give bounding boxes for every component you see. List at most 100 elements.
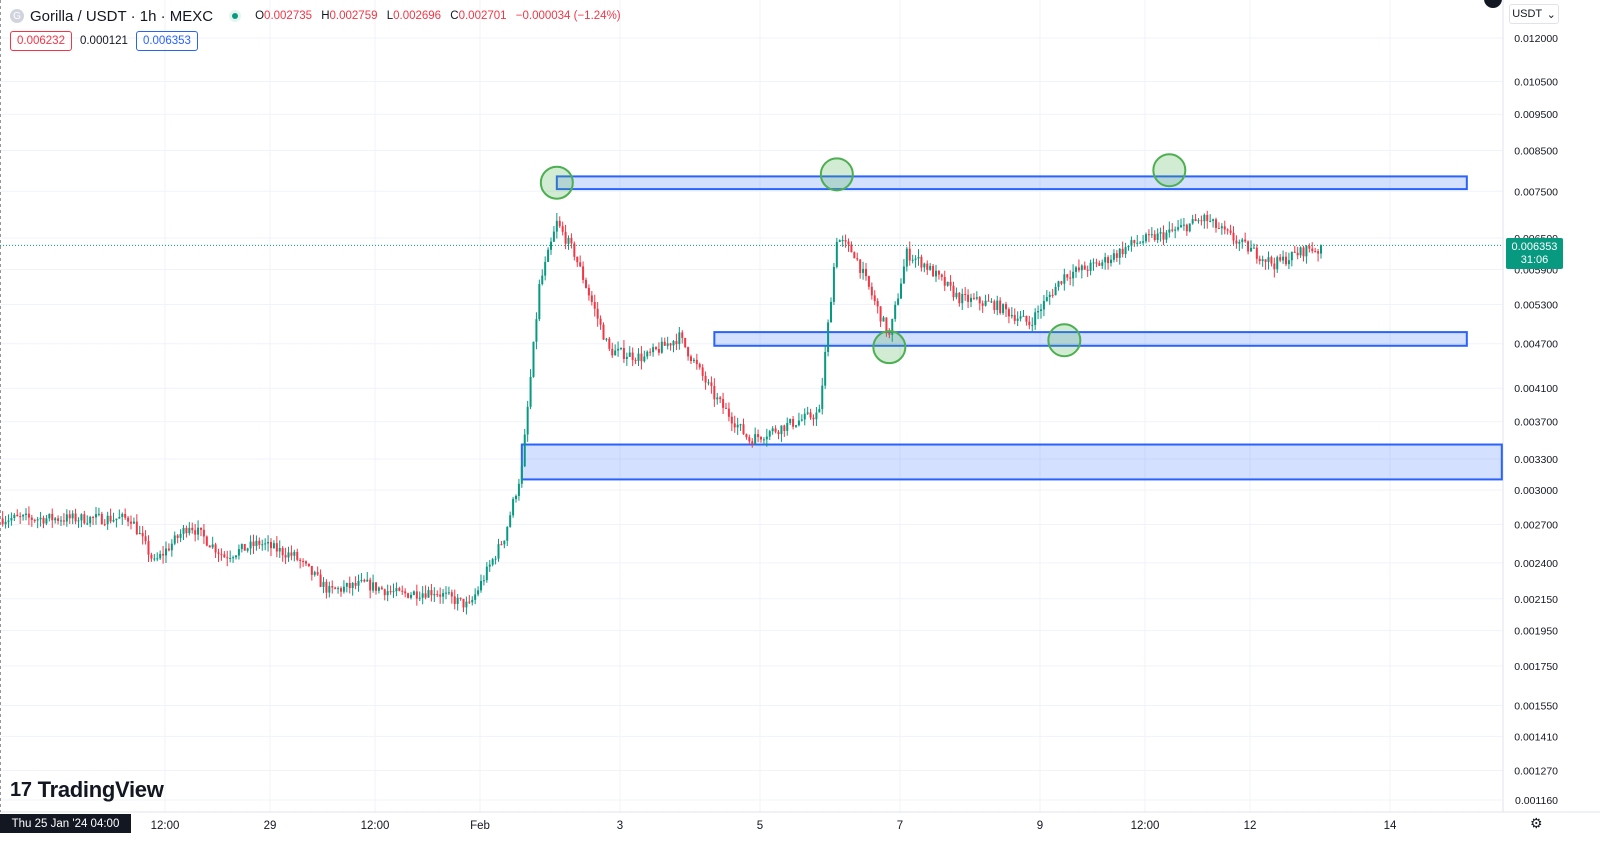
candle-body xyxy=(1098,263,1101,266)
candle-body xyxy=(929,265,932,270)
candle-body xyxy=(515,495,517,500)
candle-body xyxy=(62,520,65,522)
candle-body xyxy=(707,382,710,384)
candle-body xyxy=(170,543,173,551)
candle-body xyxy=(1025,315,1028,322)
x-tick-label: 3 xyxy=(617,820,623,832)
candle-body xyxy=(806,412,809,414)
candle-body xyxy=(1194,219,1197,222)
candle-body xyxy=(964,293,967,295)
candle-body xyxy=(1206,214,1209,222)
currency-selector[interactable]: USDT ⌄ xyxy=(1509,4,1559,24)
candle-body xyxy=(240,544,243,550)
candle-body xyxy=(112,519,115,522)
candle-body xyxy=(442,593,445,597)
candle-body xyxy=(605,338,608,340)
candle-body xyxy=(375,582,377,591)
open-value: 0.002735 xyxy=(264,10,313,22)
market-status-icon[interactable] xyxy=(229,10,242,22)
candle-body xyxy=(628,352,631,357)
x-tick-label: 9 xyxy=(1037,820,1043,832)
y-tick-label: 0.008500 xyxy=(1514,145,1558,157)
candle-body xyxy=(307,563,310,567)
candle-body xyxy=(1209,220,1212,222)
candle-body xyxy=(897,298,900,305)
candle-body xyxy=(1180,225,1182,228)
candle-body xyxy=(334,587,337,589)
candle-body xyxy=(392,591,395,593)
quote-panel: 0.006232 0.000121 0.006353 xyxy=(10,31,198,51)
candle-body xyxy=(1010,315,1013,317)
candle-body xyxy=(687,347,690,357)
candle-body xyxy=(517,483,520,496)
candle-body xyxy=(485,566,488,581)
buy-price-button[interactable]: 0.006353 xyxy=(135,31,198,51)
candle-body xyxy=(786,422,789,431)
candle-body xyxy=(1139,242,1142,244)
candle-body xyxy=(13,514,16,519)
y-tick-label: 0.004100 xyxy=(1514,383,1558,395)
candle-body xyxy=(783,425,786,431)
candle-body xyxy=(1133,240,1136,244)
candle-body xyxy=(342,586,345,592)
candle-body xyxy=(124,513,127,518)
candle-body xyxy=(914,258,917,260)
candle-body xyxy=(532,341,535,377)
candle-body xyxy=(325,581,328,593)
candle-body xyxy=(407,593,410,598)
candle-body xyxy=(89,516,92,524)
candle-body xyxy=(649,351,652,353)
candle-body xyxy=(127,517,130,522)
y-tick-label: 0.010500 xyxy=(1514,77,1558,89)
candle-body xyxy=(888,333,891,335)
candle-body xyxy=(258,540,261,545)
candle-body xyxy=(1276,257,1279,270)
tradingview-logo[interactable]: 17 TradingView xyxy=(10,777,164,803)
candle-body xyxy=(220,553,223,555)
candle-body xyxy=(797,420,800,426)
candle-body xyxy=(678,332,681,345)
candle-body xyxy=(911,259,914,261)
candle-body xyxy=(159,553,162,559)
candle-body xyxy=(614,350,617,356)
candle-body xyxy=(506,526,509,541)
candle-body xyxy=(967,294,970,302)
candle-body xyxy=(144,536,147,542)
candle-body xyxy=(742,424,745,435)
candle-body xyxy=(229,557,232,559)
candle-body xyxy=(1095,262,1098,264)
sell-price-button[interactable]: 0.006232 xyxy=(10,31,72,51)
candle-body xyxy=(847,241,850,245)
gear-icon[interactable]: ⚙ xyxy=(1530,815,1543,831)
candle-body xyxy=(447,592,450,594)
candle-body xyxy=(156,558,159,560)
candle-body xyxy=(643,356,646,362)
candle-body xyxy=(313,572,316,575)
candle-body xyxy=(1037,311,1040,313)
candle-body xyxy=(1118,248,1121,258)
candle-body xyxy=(1261,259,1264,262)
symbol-title[interactable]: Gorilla / USDT · 1h · MEXC xyxy=(30,7,214,25)
candle-body xyxy=(167,548,170,551)
y-tick-label: 0.005300 xyxy=(1514,300,1558,312)
candle-body xyxy=(235,555,237,558)
candle-body xyxy=(573,243,576,257)
candle-body xyxy=(482,580,485,582)
candle-body xyxy=(16,514,19,517)
candle-body xyxy=(430,590,433,596)
candle-body xyxy=(955,292,958,298)
candle-body xyxy=(450,592,453,597)
candle-body xyxy=(445,592,447,594)
candle-body xyxy=(1031,325,1034,327)
candle-body xyxy=(401,590,404,592)
candle-body xyxy=(1130,240,1133,246)
candle-body xyxy=(958,292,961,304)
candle-body xyxy=(39,517,42,520)
candle-body xyxy=(1250,247,1252,252)
y-tick-label: 0.001270 xyxy=(1514,765,1558,777)
screenshot-icon[interactable] xyxy=(1484,0,1502,8)
candle-body xyxy=(760,437,762,440)
candle-body xyxy=(582,266,585,280)
